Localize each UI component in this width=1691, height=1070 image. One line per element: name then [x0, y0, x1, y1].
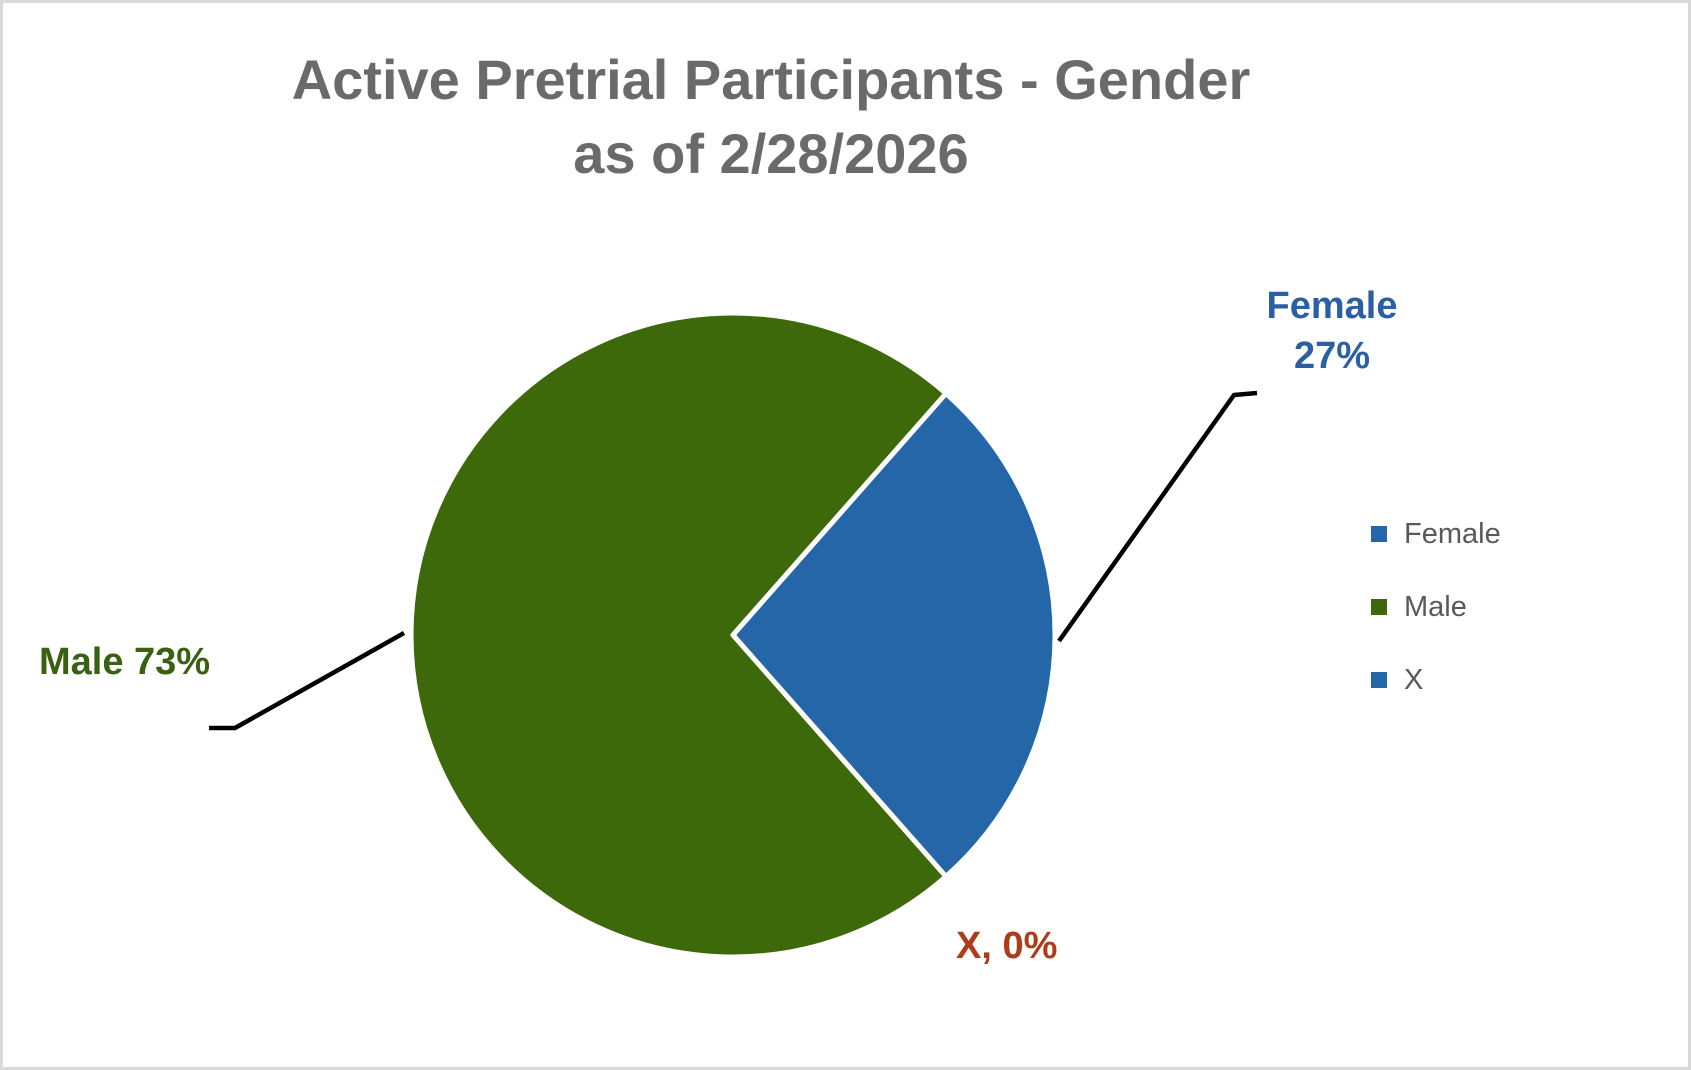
data-label-male: Male 73% — [39, 641, 211, 683]
chart-title-line2: as of 2/28/2026 — [573, 122, 969, 185]
data-label-female-value: 27% — [1293, 335, 1371, 377]
legend-item-x[interactable]: X — [1371, 663, 1501, 697]
data-label-female-name: Female — [1266, 285, 1398, 327]
leader-line-female — [1057, 390, 1258, 643]
data-label-x: X, 0% — [956, 925, 1058, 967]
legend-item-male[interactable]: Male — [1371, 590, 1501, 624]
pie-plot-area — [209, 310, 1258, 960]
legend-label-x: X — [1404, 664, 1424, 696]
legend-swatch-x-icon — [1371, 672, 1387, 688]
legend-swatch-female-icon — [1371, 526, 1387, 542]
pie-slice-female[interactable] — [730, 391, 1058, 879]
chart-title-line1: Active Pretrial Participants - Gender — [291, 48, 1251, 111]
legend-swatch-male-icon — [1371, 599, 1387, 615]
legend-item-female[interactable]: Female — [1371, 517, 1501, 551]
leader-line-male — [209, 631, 406, 731]
data-label-female: Female 27% — [1232, 281, 1432, 381]
legend-label-female: Female — [1404, 518, 1501, 550]
pie-slice-male[interactable] — [408, 310, 949, 960]
legend: Female Male X — [1371, 517, 1501, 697]
legend-label-male: Male — [1404, 591, 1467, 623]
chart-title: Active Pretrial Participants - Gender as… — [96, 43, 1446, 191]
